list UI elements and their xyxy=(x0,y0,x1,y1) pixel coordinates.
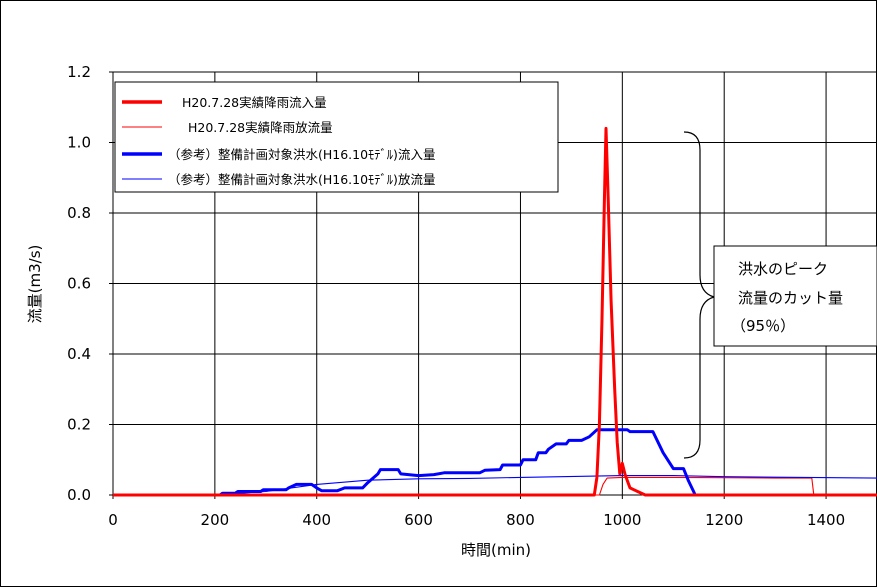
x-tick-label: 1000 xyxy=(603,511,641,529)
series-line-0 xyxy=(113,126,877,497)
legend-label-0: H20.7.28実績降雨流入量 xyxy=(182,95,327,110)
x-axis-title: 時間(min) xyxy=(461,541,531,559)
annotation-box xyxy=(713,245,877,347)
legend-label-3: （参考）整備計画対象洪水(H16.10ﾓﾃﾞﾙ)放流量 xyxy=(168,172,435,187)
annotation-line-1: 洪水のピーク xyxy=(738,260,828,278)
x-axis-ticks: 0 200 400 600 800 1000 1200 1400 xyxy=(108,495,845,529)
legend-label-2: （参考）整備計画対象洪水(H16.10ﾓﾃﾞﾙ)流入量 xyxy=(168,147,435,162)
x-tick-label: 600 xyxy=(404,511,433,529)
y-tick-label: 0.0 xyxy=(67,486,91,504)
legend: H20.7.28実績降雨流入量 H20.7.28実績降雨放流量 （参考）整備計画… xyxy=(114,81,559,193)
y-tick-label: 0.4 xyxy=(67,345,91,363)
peak-cut-annotation: 洪水のピーク 流量のカット量 （95％） xyxy=(713,245,877,347)
x-tick-label: 200 xyxy=(201,511,230,529)
legend-label-1: H20.7.28実績降雨放流量 xyxy=(188,120,333,135)
y-tick-label: 1.2 xyxy=(67,63,91,81)
series-line-1 xyxy=(113,476,877,496)
series-line-2 xyxy=(113,428,877,497)
series-layer xyxy=(113,126,877,497)
y-tick-label: 1.0 xyxy=(67,134,91,152)
y-tick-label: 0.6 xyxy=(67,275,91,293)
annotation-line-2: 流量のカット量 xyxy=(738,289,843,307)
y-axis-title: 流量(m3/s) xyxy=(26,245,44,324)
y-tick-label: 0.2 xyxy=(67,416,91,434)
legend-box xyxy=(114,81,559,193)
x-tick-label: 0 xyxy=(108,511,118,529)
x-tick-label: 800 xyxy=(506,511,535,529)
peak-cut-brace xyxy=(683,131,717,459)
x-tick-label: 1400 xyxy=(807,511,845,529)
annotation-line-3: （95％） xyxy=(731,317,795,335)
x-tick-label: 1200 xyxy=(705,511,743,529)
x-tick-label: 400 xyxy=(302,511,331,529)
y-axis-ticks: 0.0 0.2 0.4 0.6 0.8 1.0 1.2 xyxy=(67,63,113,504)
y-tick-label: 0.8 xyxy=(67,204,91,222)
